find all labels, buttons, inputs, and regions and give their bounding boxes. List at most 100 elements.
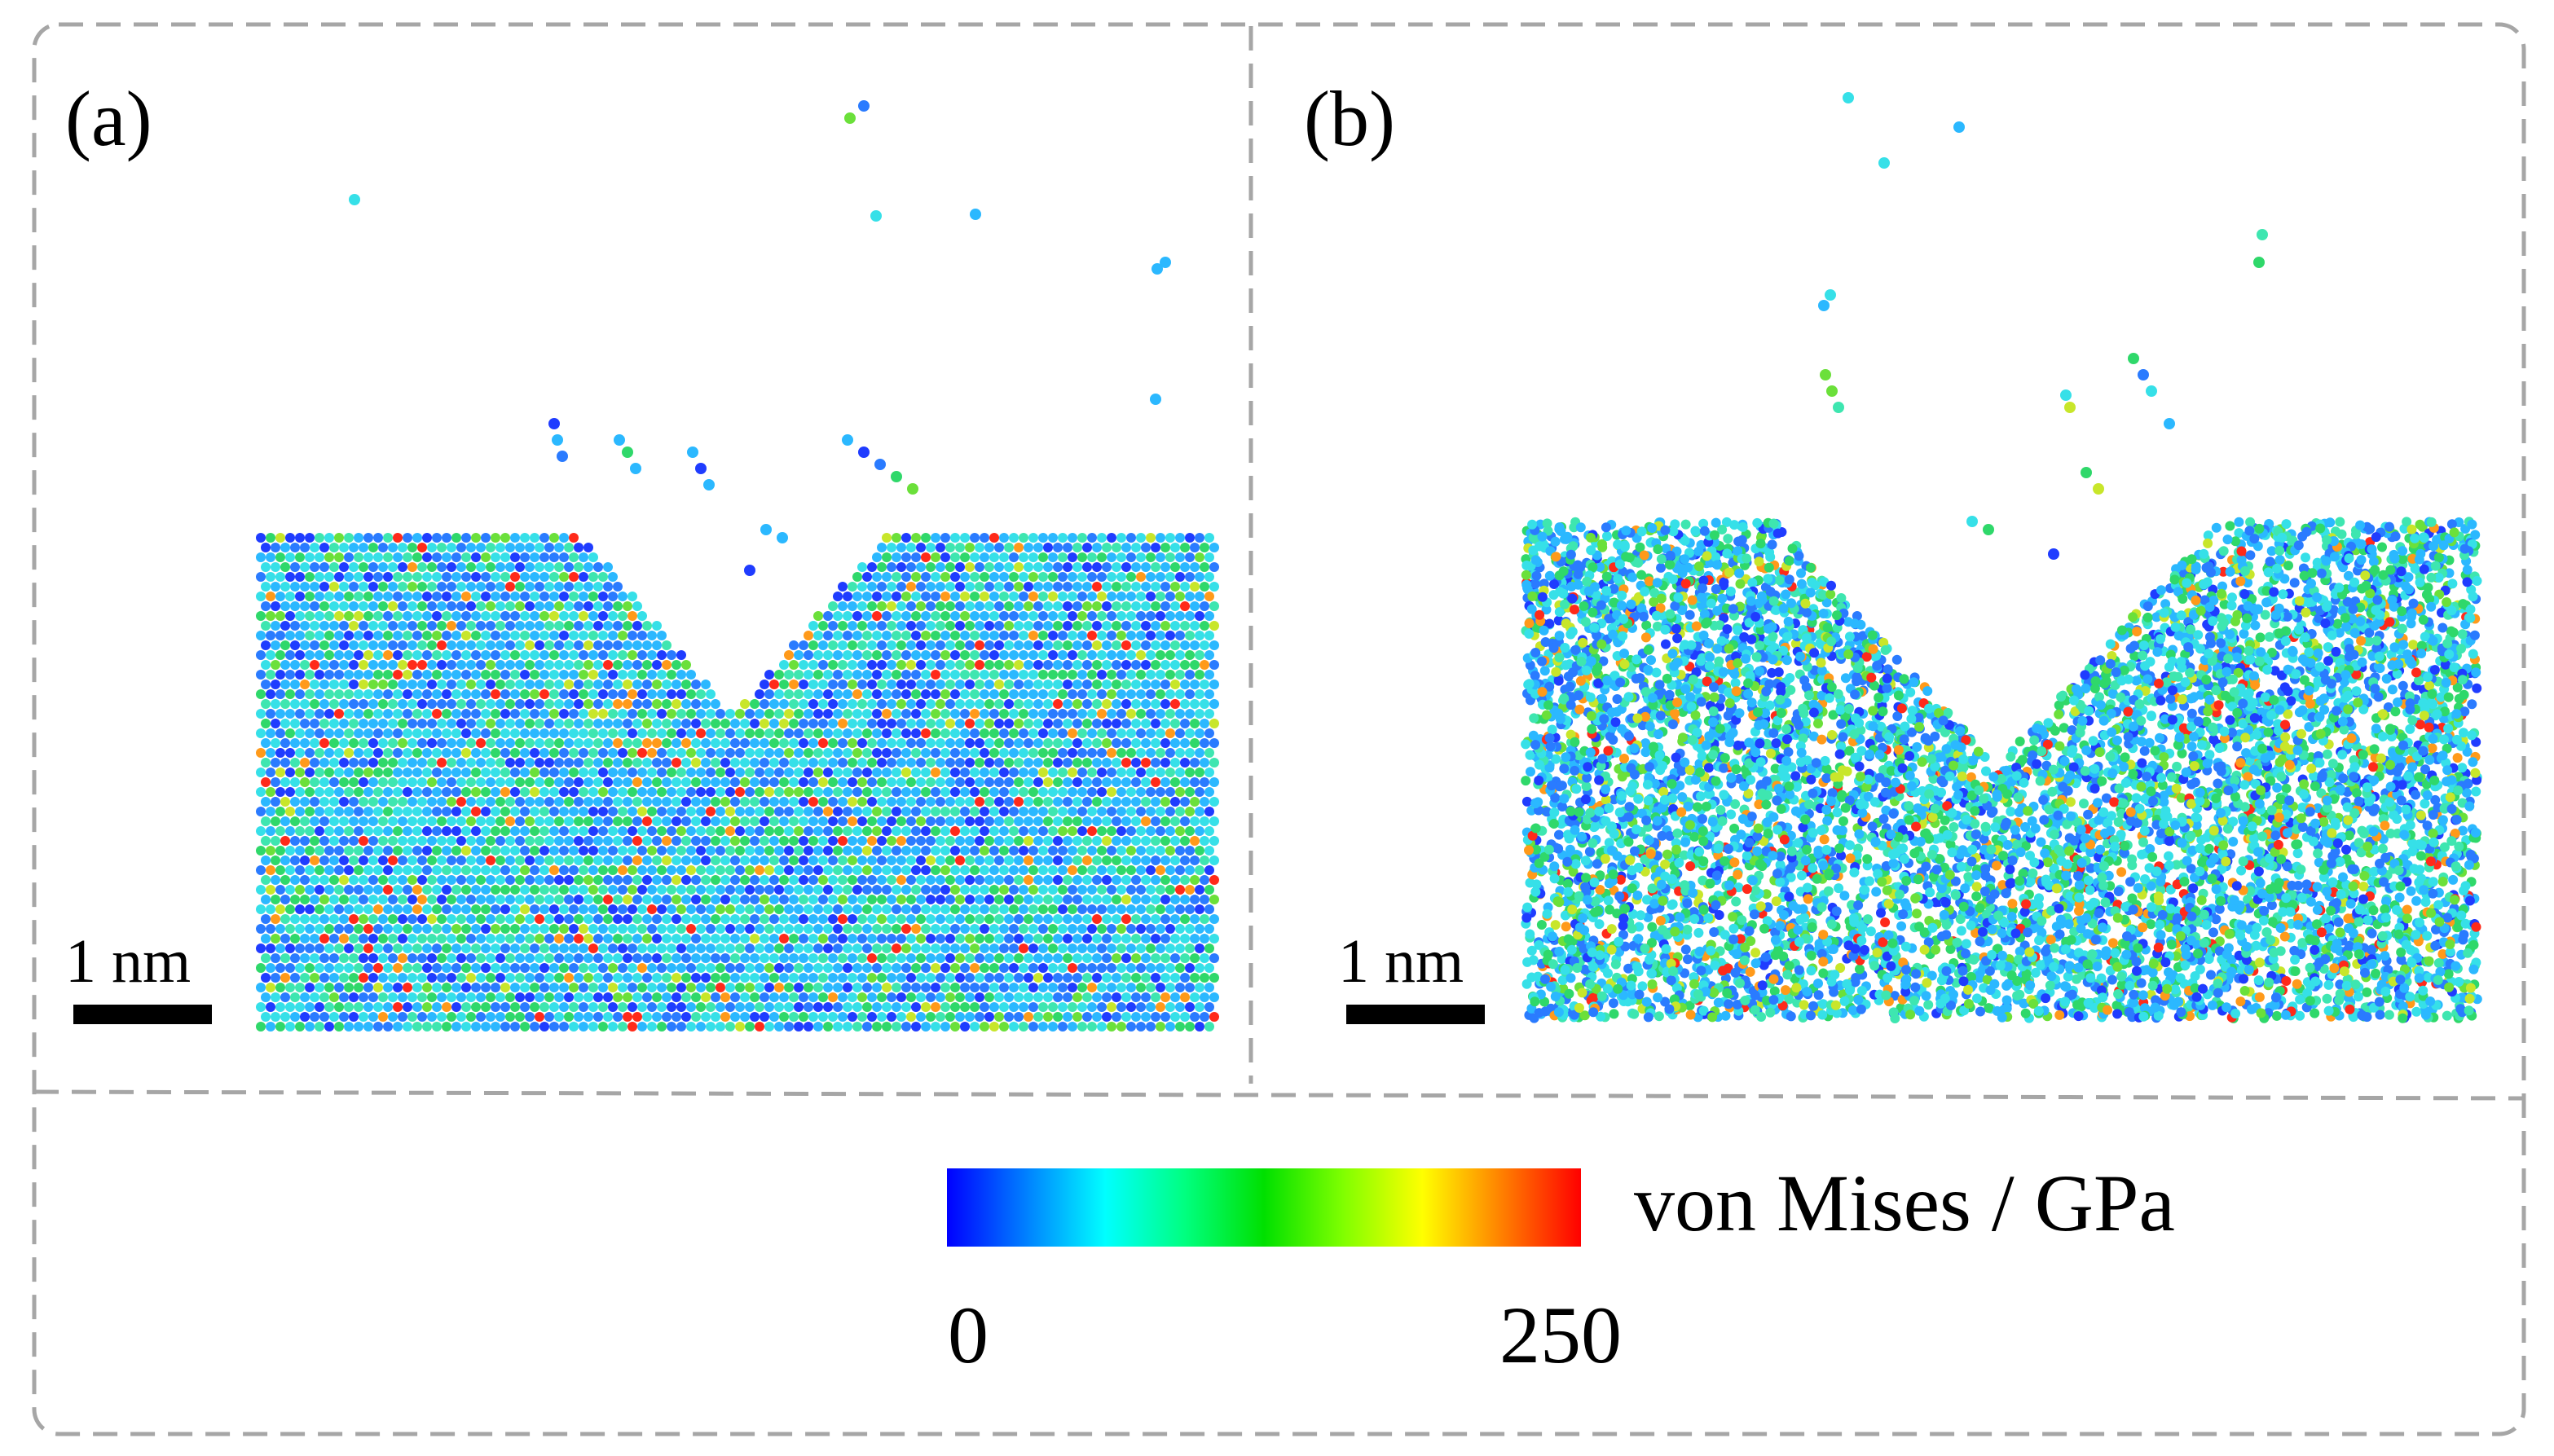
atom [662,875,672,885]
atom [603,582,613,592]
atom [359,816,368,826]
atom [373,768,383,777]
atom [324,924,334,934]
atom [593,895,603,904]
atom [1116,533,1126,543]
atom [1209,699,1219,709]
atom [725,728,735,738]
atom [652,640,662,650]
atom [1033,660,1043,670]
atom [1121,856,1131,865]
atom [789,934,799,944]
atom [862,807,872,816]
atom [681,816,691,826]
atom [422,631,432,640]
atom [735,983,745,992]
atom [305,885,315,895]
atom [984,699,994,709]
atom [1209,973,1219,983]
atom [823,631,833,640]
atom [808,777,818,787]
atom [1141,973,1151,983]
atom [867,758,877,768]
atom [588,826,598,836]
atom [799,816,808,826]
atom [774,689,784,699]
atom [603,719,613,728]
atom [1053,621,1063,631]
atom [339,934,349,944]
atom [476,992,486,1002]
atom [300,934,310,944]
atom [1024,992,1033,1002]
atom [1136,709,1146,719]
atom [530,865,539,875]
atom [554,582,564,592]
atom [818,699,828,709]
atom [862,768,872,777]
atom [877,543,887,552]
atom [403,572,412,582]
atom [593,816,603,826]
atom [422,748,432,758]
atom [1121,582,1131,592]
atom [256,865,266,875]
atom [627,748,637,758]
atom [530,924,539,934]
atom [1131,777,1141,787]
atom [583,934,593,944]
atom [833,592,843,601]
atom [789,777,799,787]
atom [999,1002,1009,1012]
atom [1165,885,1175,895]
atom [950,650,960,660]
atom [559,807,569,816]
atom [1151,680,1160,689]
atom [1038,944,1048,953]
atom [1092,816,1102,826]
atom [676,846,686,856]
atom [862,572,872,582]
atom [804,787,813,797]
atom [1053,660,1063,670]
atom [945,601,955,611]
atom [950,846,960,856]
atom [852,592,862,601]
atom [1195,865,1204,875]
atom [363,807,373,816]
atom [970,670,980,680]
atom [960,787,970,797]
atom [931,807,940,816]
atom [329,680,339,689]
atom [760,797,769,807]
atom [823,611,833,621]
atom [271,543,280,552]
atom [329,856,339,865]
atom [383,1022,393,1032]
atom [310,875,319,885]
atom [378,738,388,748]
atom [1185,533,1195,543]
atom [315,631,324,640]
atom [1072,953,1082,963]
atom [285,807,295,816]
atom [984,601,994,611]
atom [549,807,559,816]
atom [984,895,994,904]
atom [965,797,975,807]
atom [1146,924,1156,934]
atom [1028,611,1038,621]
atom [324,826,334,836]
atom [764,944,774,953]
atom [1024,1012,1033,1022]
atom [383,709,393,719]
atom [427,680,437,689]
atom [1087,807,1097,816]
atom [412,768,422,777]
atom [740,875,750,885]
atom [319,973,329,983]
atom [486,660,495,670]
atom [970,807,980,816]
atom [1146,533,1156,543]
atom [789,973,799,983]
